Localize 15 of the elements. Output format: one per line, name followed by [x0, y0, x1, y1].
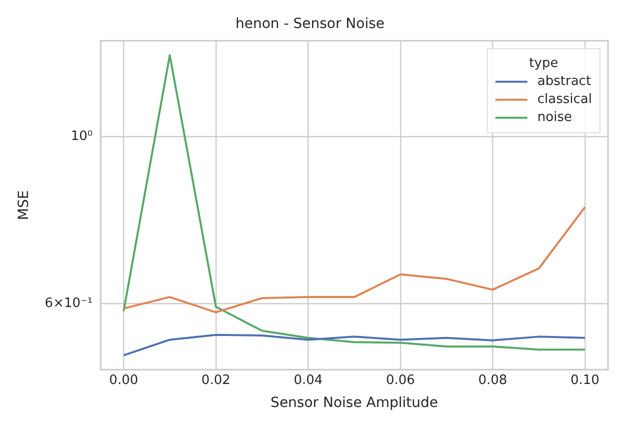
legend-label: classical — [537, 92, 592, 108]
legend-title: type — [529, 56, 558, 72]
x-tick-label: 0.08 — [478, 372, 508, 388]
chart-title: henon - Sensor Noise — [235, 16, 385, 32]
x-tick-label: 0.06 — [386, 372, 415, 388]
x-tick-label: 0.10 — [570, 372, 600, 388]
y-axis-title: MSE — [16, 190, 32, 220]
legend-label: noise — [537, 110, 572, 126]
x-axis-title: Sensor Noise Amplitude — [270, 395, 438, 412]
x-tick-label: 0.02 — [201, 372, 230, 388]
legend-label: abstract — [537, 74, 592, 90]
x-tick-label: 0.00 — [109, 372, 138, 388]
y-tick-label: 6×10⁻¹ — [44, 296, 93, 311]
x-tick-label: 0.04 — [294, 372, 323, 388]
y-tick-label: 10⁰ — [70, 129, 93, 144]
